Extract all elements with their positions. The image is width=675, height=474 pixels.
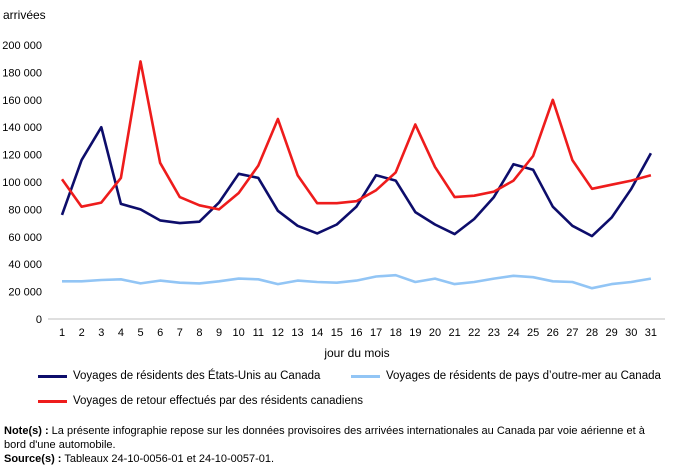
series-lines: [60, 60, 653, 290]
x-tick-label: 15: [331, 327, 343, 339]
source-label: Source(s) :: [4, 453, 62, 465]
source-line: Source(s) : Tableaux 24-10-0056-01 et 24…: [4, 452, 664, 466]
x-tick-label: 5: [137, 327, 143, 339]
x-tick-label: 8: [196, 327, 202, 339]
x-tick-label: 28: [586, 327, 598, 339]
y-tick-label: 80 000: [8, 204, 42, 216]
legend-swatch-overseas-residents: [351, 374, 380, 378]
y-tick-label: 0: [36, 314, 42, 326]
source-text: Tableaux 24-10-0056-01 et 24-10-0057-01.: [61, 453, 275, 465]
series-line-overseas-residents: [62, 273, 652, 290]
x-tick-label: 18: [390, 327, 402, 339]
notes: Note(s) : La présente infographie repose…: [4, 424, 664, 466]
x-tick-label: 29: [606, 327, 618, 339]
legend-label-overseas-residents: Voyages de résidents de pays d’outre-mer…: [386, 370, 661, 382]
x-tick-label: 1: [59, 327, 65, 339]
note-line: Note(s) : La présente infographie repose…: [4, 424, 664, 452]
x-axis-title: jour du mois: [323, 346, 389, 360]
legend-item-us-residents: Voyages de résidents des États-Unis au C…: [38, 370, 320, 382]
legend-swatch-us-residents: [38, 374, 67, 378]
x-tick-label: 3: [98, 327, 104, 339]
x-tick-label: 31: [645, 327, 657, 339]
y-tick-label: 160 000: [2, 95, 42, 107]
x-tick-label: 6: [157, 327, 163, 339]
legend-item-overseas-residents: Voyages de résidents de pays d’outre-mer…: [351, 370, 661, 382]
note-text: La présente infographie repose sur les d…: [4, 425, 645, 451]
x-tick-label: 19: [409, 327, 421, 339]
y-axis-title: arrivées: [3, 8, 46, 22]
x-tick-label: 4: [118, 327, 124, 339]
y-tick-label: 120 000: [2, 150, 42, 162]
y-tick-labels: 0 20 000 40 000 60 000 80 000 100 000 120 000 1…: [2, 40, 42, 326]
x-tick-label: 7: [177, 327, 183, 339]
y-tick-label: 100 000: [2, 177, 42, 189]
y-tick-label: 180 000: [2, 67, 42, 79]
x-tick-label: 10: [233, 327, 245, 339]
x-tick-label: 26: [547, 327, 559, 339]
x-tick-label: 16: [350, 327, 362, 339]
x-tick-label: 25: [527, 327, 539, 339]
y-tick-label: 20 000: [8, 287, 42, 299]
x-tick-label: 17: [370, 327, 382, 339]
x-tick-label: 20: [429, 327, 441, 339]
x-tick-label: 30: [625, 327, 637, 339]
legend-label-us-residents: Voyages de résidents des États-Unis au C…: [73, 370, 321, 382]
legend-label-canadian-residents: Voyages de retour effectués par des rési…: [73, 395, 364, 407]
x-tick-label: 11: [253, 327, 264, 339]
x-tick-label: 23: [488, 327, 500, 339]
note-label: Note(s) :: [4, 425, 49, 437]
x-tick-label: 14: [311, 327, 323, 339]
x-tick-label: 27: [566, 327, 578, 339]
series-line-us-residents: [60, 125, 653, 238]
y-tick-label: 40 000: [8, 259, 42, 271]
legend-swatch-canadian-residents: [38, 399, 67, 403]
x-tick-label: 13: [291, 327, 303, 339]
x-tick-label: 24: [507, 327, 519, 339]
legend-item-canadian-residents: Voyages de retour effectués par des rési…: [38, 395, 363, 407]
y-tick-label: 140 000: [2, 122, 42, 134]
x-tick-label: 9: [216, 327, 222, 339]
y-tick-label: 60 000: [8, 232, 42, 244]
x-tick-label: 22: [468, 327, 480, 339]
x-tick-label: 12: [272, 327, 284, 339]
series-line-canadian-residents: [60, 60, 652, 211]
y-tick-label: 200 000: [2, 40, 42, 52]
x-tick-label: 2: [79, 327, 85, 339]
line-chart: arrivées 0 20 000 40 000 60 000 80 000 100 00…: [2, 8, 665, 360]
x-tick-label: 21: [448, 327, 460, 339]
x-tick-labels: 1 2 3 4 5 6 7 8 9 10 11 12 13 14 15 16 17 18 19 20 21 22 23 24 2…: [59, 327, 657, 339]
